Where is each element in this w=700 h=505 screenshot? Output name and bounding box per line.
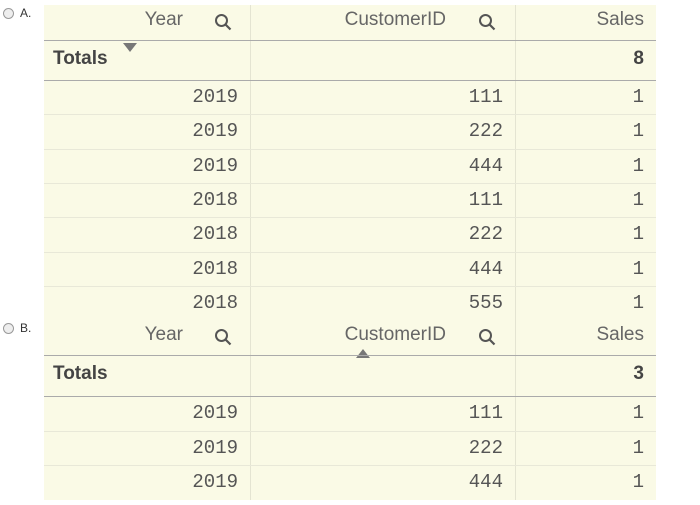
column-header[interactable]: Sales bbox=[596, 9, 644, 30]
table-cell: 555 bbox=[468, 291, 503, 314]
column-header[interactable]: CustomerID bbox=[344, 9, 446, 30]
table-cell: 2018 bbox=[192, 188, 238, 211]
table-cell: 1 bbox=[632, 257, 644, 280]
table-cell: 1 bbox=[632, 86, 644, 108]
table-cell: 111 bbox=[468, 188, 503, 211]
column-divider bbox=[250, 5, 251, 321]
search-glyph bbox=[215, 14, 232, 31]
search-icon[interactable] bbox=[214, 328, 232, 346]
search-glyph bbox=[479, 14, 496, 31]
table-cell: 1 bbox=[632, 154, 644, 177]
totals-value: 8 bbox=[633, 48, 644, 69]
table-cell: 1 bbox=[632, 223, 644, 246]
row-border bbox=[44, 430, 656, 432]
table-cell: 222 bbox=[468, 120, 503, 143]
option-label: B. bbox=[20, 321, 32, 335]
totals-label: Totals bbox=[53, 363, 108, 384]
table-cell: 222 bbox=[468, 436, 503, 459]
table-cell: 2019 bbox=[192, 154, 238, 177]
table-cell: 2019 bbox=[192, 120, 238, 143]
column-divider bbox=[515, 5, 516, 321]
sort-indicator bbox=[356, 345, 370, 358]
table bbox=[44, 320, 656, 501]
table-cell: 444 bbox=[468, 471, 503, 494]
table-cell: 2019 bbox=[192, 471, 238, 494]
header-border bbox=[44, 355, 656, 356]
row-border bbox=[44, 148, 656, 150]
column-header[interactable]: CustomerID bbox=[344, 324, 446, 345]
table-cell: 444 bbox=[468, 154, 503, 177]
row-border bbox=[44, 182, 656, 184]
row-border bbox=[44, 285, 656, 287]
option-label: A. bbox=[20, 6, 32, 20]
totals-value: 3 bbox=[633, 363, 644, 384]
search-icon[interactable] bbox=[478, 13, 496, 31]
column-header[interactable]: Year bbox=[144, 9, 183, 30]
column-divider bbox=[515, 320, 516, 501]
table-cell: 111 bbox=[468, 86, 503, 108]
sort-indicator bbox=[123, 39, 137, 52]
table-cell: 111 bbox=[468, 402, 503, 424]
table-cell: 1 bbox=[632, 120, 644, 143]
row-border bbox=[44, 251, 656, 253]
column-header[interactable]: Sales bbox=[596, 324, 644, 345]
option-radio[interactable] bbox=[3, 8, 14, 19]
totals-border bbox=[44, 396, 656, 397]
table-cell: 2018 bbox=[192, 291, 238, 314]
table-cell: 1 bbox=[632, 471, 644, 494]
column-header[interactable]: Year bbox=[144, 324, 183, 345]
search-icon[interactable] bbox=[478, 328, 496, 346]
sort-glyph bbox=[123, 43, 137, 52]
table-cell: 222 bbox=[468, 223, 503, 246]
header-border bbox=[44, 40, 656, 41]
table-cell: 2018 bbox=[192, 223, 238, 246]
table-cell: 1 bbox=[632, 436, 644, 459]
option-radio[interactable] bbox=[3, 323, 14, 334]
totals-border bbox=[44, 80, 656, 81]
table-cell: 2019 bbox=[192, 86, 238, 108]
row-border bbox=[44, 217, 656, 219]
table-cell: 1 bbox=[632, 402, 644, 424]
table-cell: 1 bbox=[632, 188, 644, 211]
table-cell: 2018 bbox=[192, 257, 238, 280]
table-cell: 1 bbox=[632, 291, 644, 314]
column-divider bbox=[250, 320, 251, 501]
row-border bbox=[44, 465, 656, 467]
table-cell: 2019 bbox=[192, 436, 238, 459]
table bbox=[44, 5, 656, 321]
totals-label: Totals bbox=[53, 48, 108, 69]
search-icon[interactable] bbox=[214, 13, 232, 31]
table-cell: 2019 bbox=[192, 402, 238, 424]
search-glyph bbox=[479, 329, 496, 346]
search-glyph bbox=[215, 329, 232, 346]
sort-glyph bbox=[356, 349, 370, 358]
row-border bbox=[44, 114, 656, 116]
table-cell: 444 bbox=[468, 257, 503, 280]
